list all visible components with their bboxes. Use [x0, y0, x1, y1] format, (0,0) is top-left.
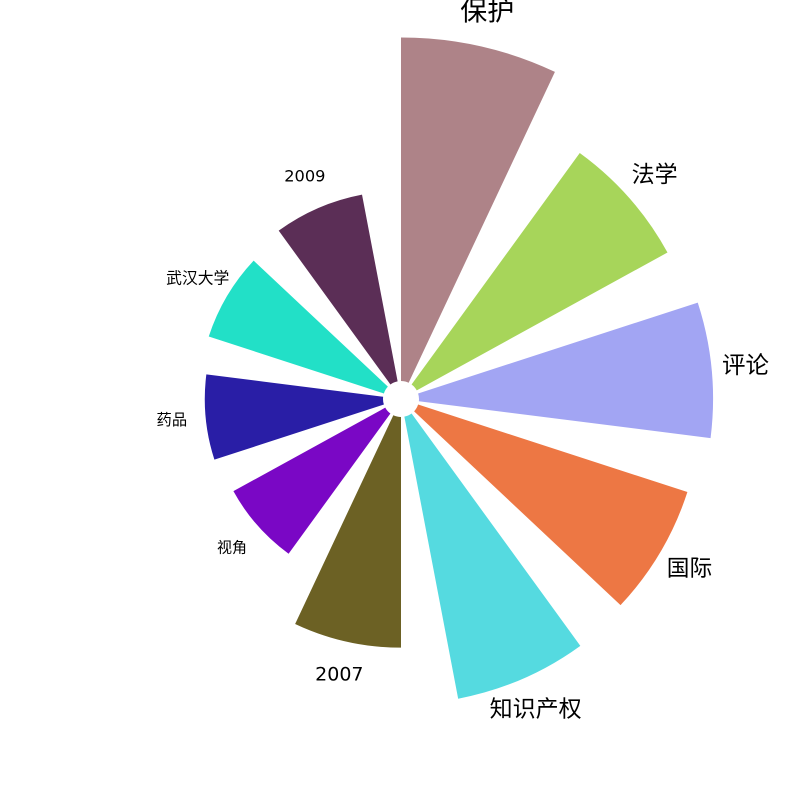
label-评论: 评论 [722, 351, 769, 379]
label-2009: 2009 [284, 166, 325, 185]
bar-知识产权 [404, 413, 581, 699]
bars-group [204, 37, 714, 699]
bar-武汉大学 [208, 260, 388, 394]
bar-国际 [414, 404, 688, 606]
bar-2007 [295, 415, 401, 648]
bar-2009 [278, 194, 398, 385]
label-视角: 视角 [217, 538, 247, 556]
label-武汉大学: 武汉大学 [166, 268, 229, 287]
bar-药品 [204, 374, 384, 460]
label-保护: 保护 [460, 0, 514, 27]
label-国际: 国际 [667, 556, 712, 582]
label-2007: 2007 [315, 663, 363, 685]
label-知识产权: 知识产权 [490, 697, 582, 723]
bar-评论 [418, 302, 714, 439]
label-法学: 法学 [632, 162, 678, 188]
bar-保护 [401, 37, 555, 383]
label-药品: 药品 [157, 411, 188, 429]
bar-视角 [233, 407, 391, 554]
bar-法学 [411, 152, 668, 391]
